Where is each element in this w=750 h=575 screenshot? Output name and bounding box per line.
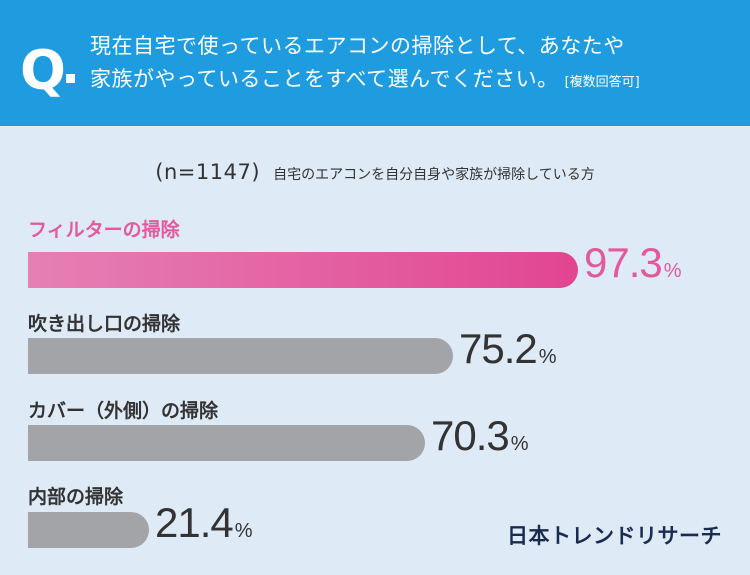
value-number: 75.2 [459,325,538,372]
question-text: 現在自宅で使っているエアコンの掃除として、あなたや 家族がやっていることをすべて… [90,30,740,99]
value-number: 97.3 [584,239,663,286]
category-label: 吹き出し口の掃除 [28,313,181,335]
q-mark: Q [20,39,66,102]
value-number: 70.3 [431,412,510,459]
multiple-answer-note: [複数回答可] [564,75,640,90]
question-line-2: 家族がやっていることをすべて選んでください。 [複数回答可] [90,63,740,99]
value-label: 70.3% [431,415,529,457]
question-line-2-text: 家族がやっていることをすべて選んでください。 [90,67,559,91]
value-unit: % [663,260,682,282]
bar [28,252,578,288]
question-line-1: 現在自宅で使っているエアコンの掃除として、あなたや [90,34,625,58]
bar [28,425,425,461]
category-label: 内部の掃除 [28,486,124,508]
brand-logo: 日本トレンドリサーチ [507,524,722,548]
value-label: 21.4% [155,502,253,544]
value-unit: % [538,346,557,368]
value-label: 97.3% [584,242,682,284]
value-unit: % [234,520,253,542]
q-dot [66,74,75,83]
sample-info: (n=1147) 自宅のエアコンを自分自身や家族が掃除している方 [0,160,750,184]
bar [28,338,453,374]
bar [28,512,149,548]
value-number: 21.4 [155,499,234,546]
sample-description: 自宅のエアコンを自分自身や家族が掃除している方 [273,167,595,183]
sample-size: (n=1147) [155,160,261,184]
category-label: カバー（外側）の掃除 [28,400,219,422]
question-header: Q 現在自宅で使っているエアコンの掃除として、あなたや 家族がやっていることをす… [0,0,750,126]
value-label: 75.2% [459,328,557,370]
category-label: フィルターの掃除 [28,219,180,241]
value-unit: % [510,433,529,455]
